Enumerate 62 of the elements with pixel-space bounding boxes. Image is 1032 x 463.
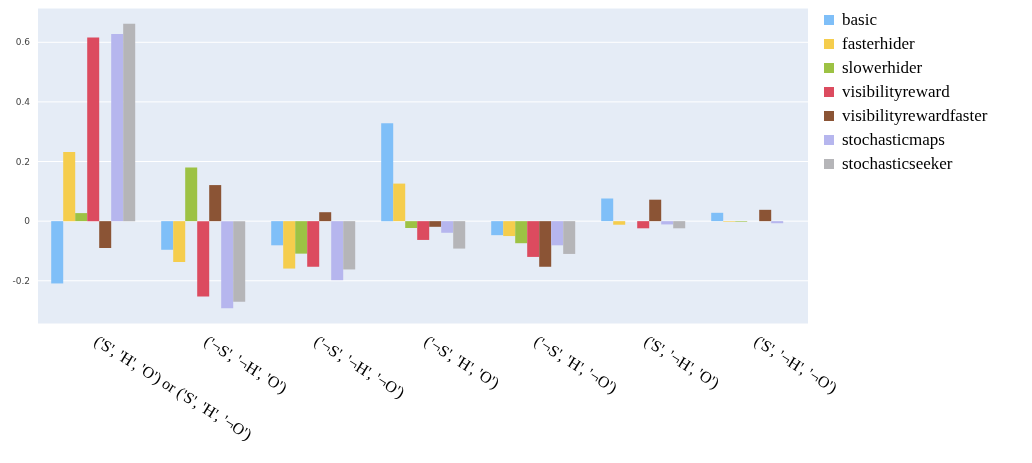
bar <box>649 199 662 222</box>
bar <box>123 23 136 222</box>
bar <box>453 221 466 249</box>
legend-label: visibilityrewardfaster <box>842 105 988 127</box>
bar <box>527 221 540 257</box>
legend-label: stochasticmaps <box>842 129 945 151</box>
bar <box>711 212 724 222</box>
bar <box>209 185 222 222</box>
y-tick-label: 0.4 <box>15 97 31 108</box>
bar <box>515 221 528 244</box>
legend-label: visibilityreward <box>842 81 950 103</box>
legend-label: basic <box>842 9 877 31</box>
bar <box>111 33 124 222</box>
bar <box>75 213 88 222</box>
x-tick-label: ('¬S', 'H', 'O') <box>420 332 503 393</box>
bar <box>771 221 784 224</box>
x-tick-label: ('S', '¬H', 'O') <box>640 332 723 393</box>
legend-label: stochasticseeker <box>842 153 953 175</box>
bar <box>417 221 430 240</box>
bar <box>221 221 234 309</box>
bar <box>503 221 516 237</box>
y-tick-label: 0 <box>24 216 31 227</box>
bar <box>233 221 246 302</box>
y-tick-label: 0.6 <box>15 37 31 48</box>
bar <box>283 221 296 269</box>
bar <box>429 221 442 227</box>
bar <box>307 221 320 267</box>
bar <box>601 198 614 222</box>
bar <box>539 221 552 267</box>
bar <box>381 123 394 222</box>
bar <box>271 221 284 246</box>
bar <box>197 221 210 297</box>
bar <box>551 221 564 246</box>
legend-label: slowerhider <box>842 57 923 79</box>
bar <box>613 221 626 225</box>
bar <box>185 167 198 222</box>
y-tick-label: 0.2 <box>15 156 30 167</box>
bar <box>343 221 356 270</box>
bar <box>637 221 650 229</box>
x-tick-label: ('S', '¬H', '¬O') <box>750 332 841 398</box>
bar <box>441 221 454 233</box>
bar <box>295 221 308 254</box>
x-tick-label: ('¬S', '¬H', '¬O') <box>310 332 408 402</box>
bar <box>173 221 186 262</box>
bar <box>51 221 64 284</box>
bar <box>563 221 576 254</box>
bar <box>99 221 112 248</box>
bar <box>87 37 100 222</box>
bar <box>405 221 418 229</box>
x-tick-label: ('¬S', 'H', '¬O') <box>530 332 621 398</box>
bar <box>161 221 174 250</box>
bar <box>63 151 76 222</box>
bar <box>673 221 686 229</box>
y-tick-label: -0.2 <box>12 275 30 286</box>
bar <box>661 221 674 225</box>
bar <box>393 183 406 222</box>
bar <box>319 212 332 222</box>
x-tick-label: ('¬S', '¬H', 'O') <box>200 332 291 398</box>
bar <box>331 221 344 281</box>
legend-label: fasterhider <box>842 33 915 55</box>
bar <box>491 221 504 236</box>
bar <box>759 209 772 222</box>
